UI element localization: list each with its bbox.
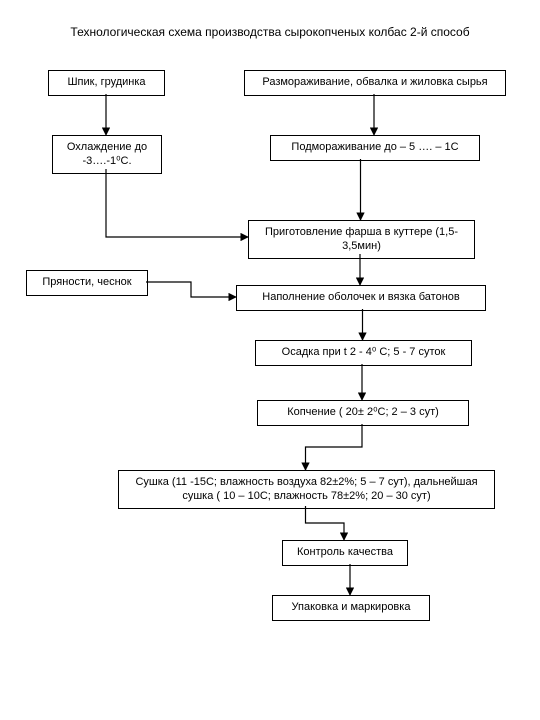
flowchart-node-n6: Пряности, чеснок xyxy=(26,270,148,296)
flowchart-node-n1: Шпик, грудинка xyxy=(48,70,165,96)
flowchart-node-n2: Размораживание, обвалка и жиловка сырья xyxy=(244,70,506,96)
flowchart-node-n9: Копчение ( 20± 2⁰С; 2 – 3 сут) xyxy=(257,400,469,426)
edge-n10-n11 xyxy=(306,506,345,540)
page-title: Технологическая схема производства сырок… xyxy=(0,25,540,39)
edge-n3-n5 xyxy=(106,169,248,237)
flowchart-node-n11: Контроль качества xyxy=(282,540,408,566)
flowchart-node-n3: Охлаждение до -3….-1⁰С. xyxy=(52,135,162,174)
flowchart-node-n7: Наполнение оболочек и вязка батонов xyxy=(236,285,486,311)
edge-n6-n7 xyxy=(146,282,236,297)
flowchart-node-n10: Сушка (11 -15С; влажность воздуха 82±2%;… xyxy=(118,470,495,509)
flowchart-node-n4: Подмораживание до – 5 …. – 1С xyxy=(270,135,480,161)
flowchart-node-n8: Осадка при t 2 - 4⁰ С; 5 - 7 суток xyxy=(255,340,472,366)
flowchart-node-n5: Приготовление фарша в куттере (1,5-3,5ми… xyxy=(248,220,475,259)
flowchart-node-n12: Упаковка и маркировка xyxy=(272,595,430,621)
edge-n9-n10 xyxy=(306,424,363,470)
